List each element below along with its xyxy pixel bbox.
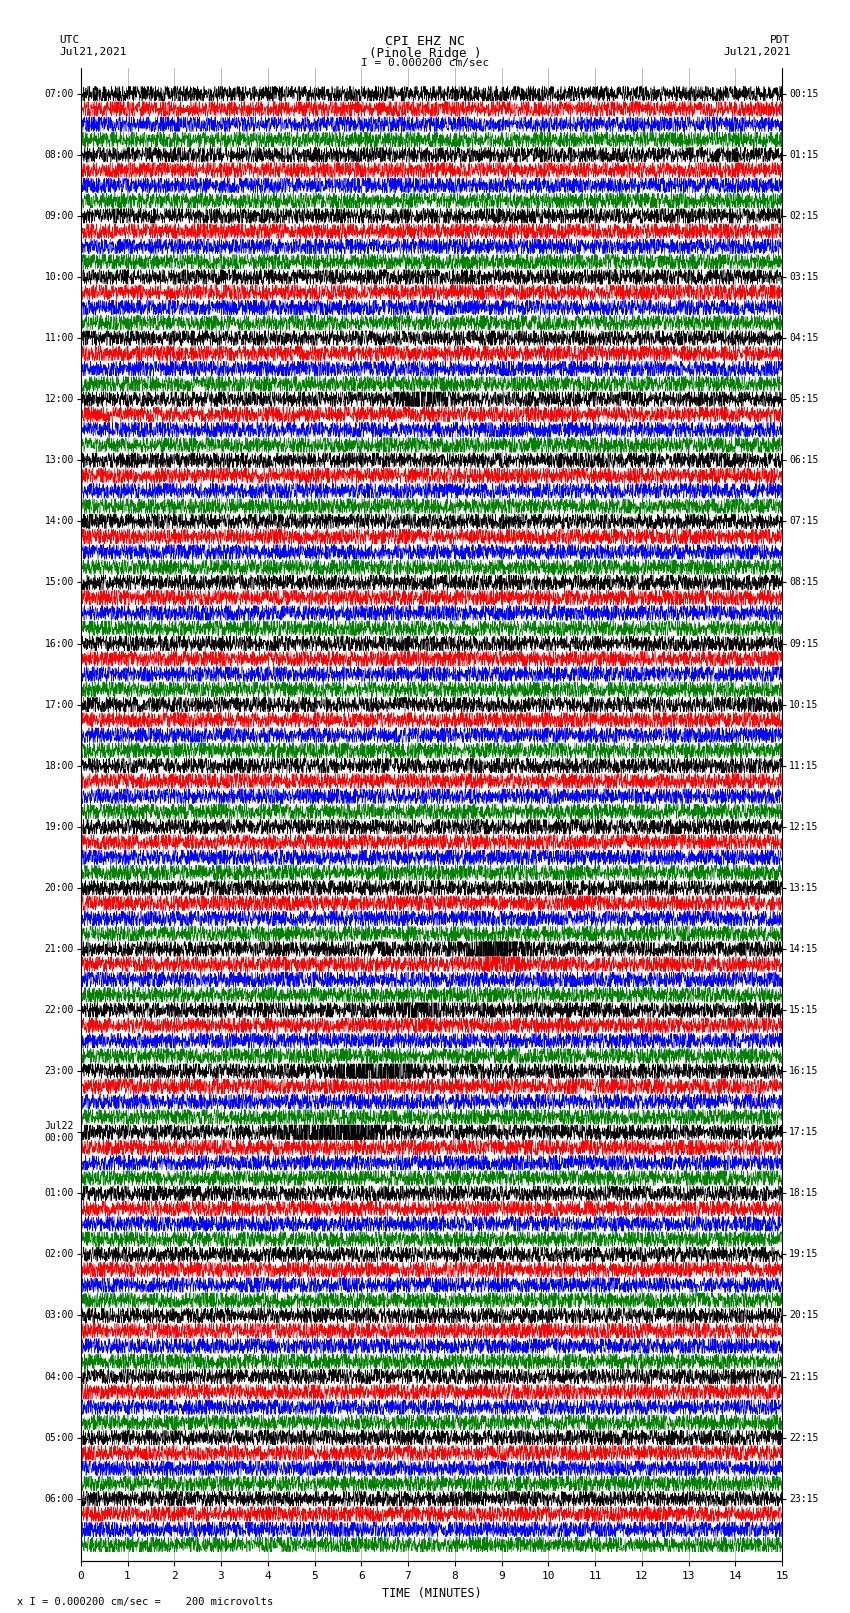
Text: Jul21,2021: Jul21,2021 [723, 47, 791, 56]
Text: CPI EHZ NC: CPI EHZ NC [385, 35, 465, 48]
Text: Jul21,2021: Jul21,2021 [60, 47, 127, 56]
X-axis label: TIME (MINUTES): TIME (MINUTES) [382, 1587, 481, 1600]
Text: x I = 0.000200 cm/sec =    200 microvolts: x I = 0.000200 cm/sec = 200 microvolts [17, 1597, 273, 1607]
Text: PDT: PDT [770, 35, 790, 45]
Text: (Pinole Ridge ): (Pinole Ridge ) [369, 47, 481, 60]
Text: UTC: UTC [60, 35, 80, 45]
Text: I = 0.000200 cm/sec: I = 0.000200 cm/sec [361, 58, 489, 68]
